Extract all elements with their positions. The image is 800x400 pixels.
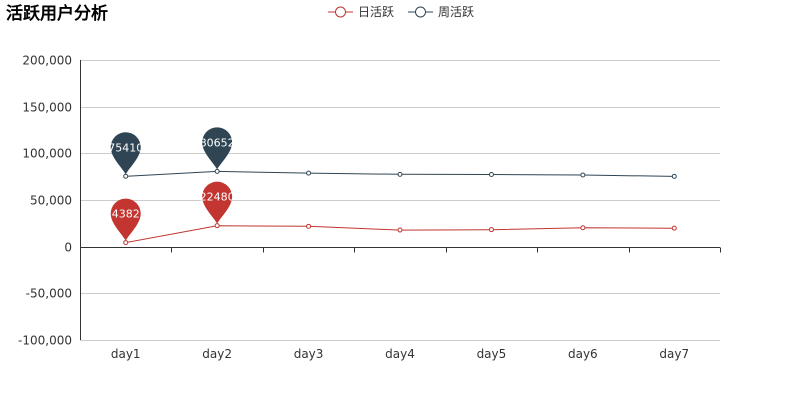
legend-symbol — [335, 6, 346, 18]
data-point[interactable] — [488, 227, 494, 233]
marker-pin-label: 75410 — [108, 141, 143, 154]
y-tick-label: -50,000 — [26, 287, 72, 301]
x-tick-label: day7 — [659, 347, 689, 361]
legend-label: 周活跃 — [438, 5, 474, 19]
marker-pin[interactable] — [110, 198, 141, 241]
data-point[interactable] — [123, 240, 129, 246]
series-1: 4382 22480 — [110, 181, 677, 246]
data-point[interactable] — [580, 172, 586, 178]
data-point[interactable] — [397, 227, 403, 233]
grid-lines — [80, 60, 720, 341]
data-point[interactable] — [214, 168, 220, 174]
x-tick-label: day2 — [202, 347, 232, 361]
x-tick-label: day5 — [477, 347, 507, 361]
data-point[interactable] — [214, 223, 220, 229]
axes: -100,000 -50,000 0 50,000 100,000 150,000 200,… — [18, 54, 721, 361]
data-point[interactable] — [671, 173, 677, 179]
data-point[interactable] — [397, 171, 403, 177]
data-point[interactable] — [306, 170, 312, 176]
y-tick-label: 200,000 — [22, 54, 72, 68]
marker-pin-label: 22480 — [200, 191, 235, 204]
y-tick-label: -100,000 — [18, 334, 72, 348]
marker-pin-label: 4382 — [112, 208, 140, 221]
legend-item-2[interactable]: 周活跃 — [408, 5, 474, 19]
data-point[interactable] — [488, 172, 494, 178]
legend-symbol — [415, 6, 426, 18]
y-tick-label: 150,000 — [22, 101, 72, 115]
series-2: 75410 80652 — [108, 127, 677, 179]
data-point[interactable] — [580, 225, 586, 231]
x-tick-label: day6 — [568, 347, 598, 361]
data-point[interactable] — [123, 173, 129, 179]
x-tick-label: day1 — [111, 347, 141, 361]
data-point[interactable] — [671, 225, 677, 231]
chart-title: 活跃用户分析 — [6, 4, 108, 24]
x-tick-label: day4 — [385, 347, 415, 361]
marker-pin[interactable] — [110, 132, 141, 175]
marker-pin[interactable] — [202, 181, 233, 224]
legend-item-1[interactable]: 日活跃 — [328, 5, 394, 19]
y-tick-label: 100,000 — [22, 147, 72, 161]
data-point[interactable] — [306, 223, 312, 229]
legend: 日活跃 周活跃 — [328, 5, 474, 19]
series-group: 4382 22480 75410 80652 — [108, 127, 677, 246]
y-tick-label: 50,000 — [30, 194, 72, 208]
x-tick-label: day3 — [294, 347, 324, 361]
legend-label: 日活跃 — [358, 5, 394, 19]
marker-pin-label: 80652 — [200, 136, 235, 149]
y-tick-label: 0 — [64, 241, 72, 255]
marker-pin[interactable] — [202, 127, 233, 170]
